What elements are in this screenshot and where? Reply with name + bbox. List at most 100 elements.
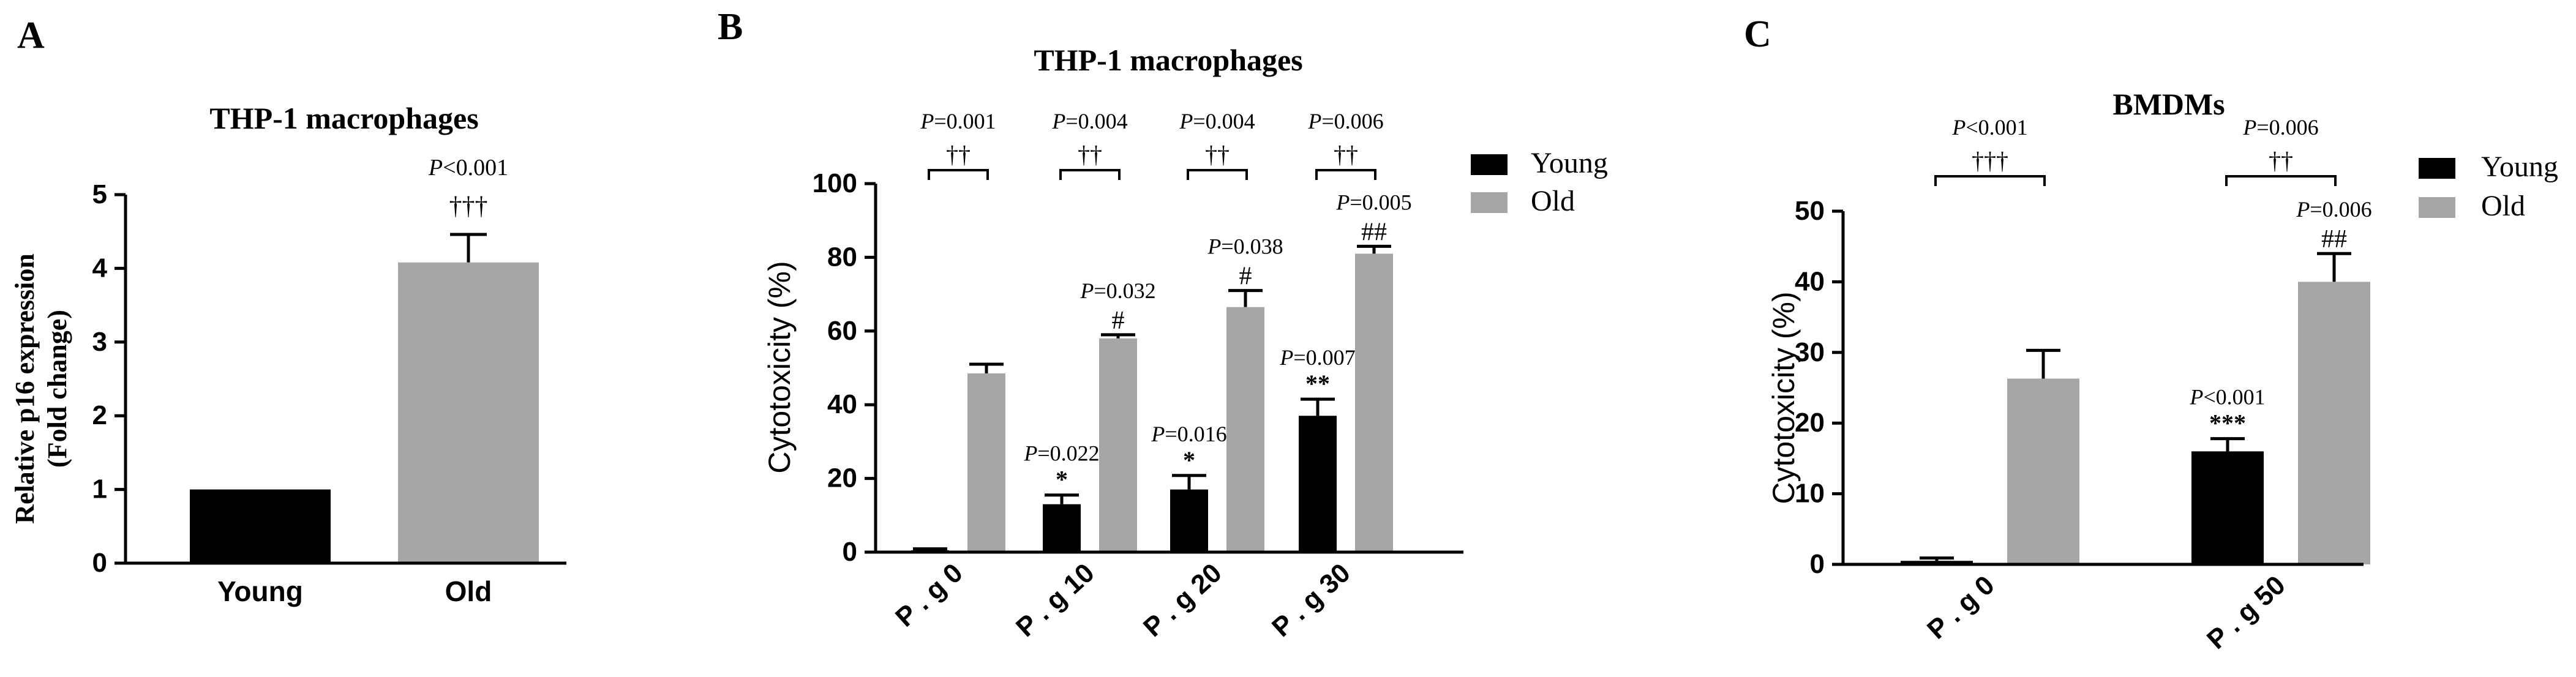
panel-b-bracket-p-value: P=0.001	[920, 109, 996, 133]
panel-b-title: THP-1 macrophages	[1034, 43, 1302, 77]
panel-c-bar-old	[2298, 282, 2370, 564]
panel-c-error-bar	[1920, 556, 1954, 561]
panel-b-ytick-label: 40	[827, 389, 857, 419]
panel-b-xtick-label: P . g 10	[1010, 558, 1100, 643]
panel-a-bar-old	[398, 262, 539, 563]
panel-b-young-significance: *	[1056, 466, 1068, 493]
panel-a-error-bar	[450, 233, 487, 263]
panel-c-ytick-label: 40	[1795, 266, 1825, 296]
panel-a: A THP-1 macrophages Relative p16 express…	[10, 15, 566, 607]
panel-b-bracket	[928, 169, 989, 180]
panel-b-error-bar	[1301, 397, 1335, 416]
panel-a-xtick-label: Old	[445, 575, 492, 607]
panel-b-legend-swatch-young	[1471, 154, 1508, 175]
panel-a-ylabel-line2: (Fold change)	[42, 310, 72, 468]
panel-c-ytick-label: 50	[1795, 196, 1825, 226]
panel-c-title: BMDMs	[2112, 87, 2225, 121]
panel-b-ytick-label: 80	[827, 242, 857, 272]
panel-b-label: B	[718, 6, 743, 48]
panel-c-bar-old	[2007, 378, 2079, 564]
panel-b-ylabel: Cytotoxicity (%)	[762, 261, 797, 473]
panel-a-ytick-label: 1	[92, 474, 107, 504]
panel-b-bracket-p-value: P=0.004	[1051, 109, 1127, 133]
panel-b-ytick-label: 20	[827, 463, 857, 493]
panel-b-xtick-label: P . g 0	[890, 558, 969, 633]
panel-c-bar-young	[2191, 451, 2264, 564]
panel-b-young-p-value: P=0.007	[1279, 345, 1355, 370]
panel-b-old-p-value: P=0.038	[1207, 234, 1283, 259]
panel-c: C BMDMs Cytotoxicity (%) 0 10 20 30 40 50 P .…	[1744, 13, 2558, 655]
panel-b-old-p-value: P=0.032	[1080, 279, 1155, 303]
panel-b-bar-old	[1226, 307, 1264, 552]
panel-c-bracket	[2225, 175, 2337, 186]
panel-b-bar-young	[1043, 504, 1081, 552]
panel-b-error-bar	[969, 362, 1004, 374]
panel-c-ytick-label: 0	[1810, 549, 1825, 579]
panel-b: B THP-1 macrophages Cytotoxicity (%) 0 20…	[718, 6, 1608, 643]
panel-b-bracket	[1187, 169, 1248, 180]
panel-b-ytick-label: 60	[827, 316, 857, 346]
panel-b-error-bar	[1045, 493, 1079, 504]
panel-b-ytick-label: 0	[843, 537, 857, 567]
panel-a-ytick-label: 3	[92, 327, 107, 357]
panel-c-old-significance: ##	[2321, 225, 2347, 253]
panel-b-legend-swatch-old	[1471, 192, 1508, 213]
panel-c-bar-young	[1901, 561, 1973, 564]
panel-b-error-bar	[913, 547, 947, 551]
panel-a-title: THP-1 macrophages	[209, 101, 478, 135]
panel-a-ylabel-line1: Relative p16 expression	[10, 253, 40, 524]
panel-b-bar-old	[967, 373, 1005, 552]
panel-c-ytick-label: 10	[1795, 479, 1825, 509]
panel-c-error-bar	[2026, 348, 2060, 379]
panel-b-bracket	[1315, 169, 1376, 180]
panel-b-old-significance: #	[1239, 263, 1252, 291]
panel-b-young-p-value: P=0.016	[1151, 422, 1226, 446]
panel-c-xtick-label: P . g 0	[1921, 570, 2000, 645]
panel-a-label: A	[17, 15, 45, 56]
panel-b-bracket-significance: ††	[1334, 141, 1358, 168]
panel-a-bar-young	[190, 489, 331, 563]
panel-c-bracket-significance: ††	[2269, 147, 2293, 174]
panel-c-error-bar	[2317, 252, 2351, 282]
panel-b-bar-old	[1355, 253, 1393, 552]
panel-c-error-bar	[2210, 437, 2245, 452]
panel-c-bracket	[1934, 175, 2046, 186]
panel-b-old-significance: ##	[1361, 218, 1387, 246]
panel-b-bracket-p-value: P=0.004	[1179, 109, 1255, 133]
panel-b-bar-young	[1299, 416, 1337, 552]
panel-b-xtick-label: P . g 20	[1138, 558, 1228, 643]
panel-c-bracket-p-value: P=0.006	[2242, 115, 2318, 140]
panel-b-young-significance: **	[1305, 370, 1330, 397]
panel-b-xtick-label: P . g 30	[1266, 558, 1356, 643]
panel-b-old-significance: #	[1112, 307, 1125, 335]
panel-c-young-p-value: P<0.001	[2189, 385, 2265, 410]
panel-c-bracket-significance: †††	[1972, 147, 2008, 174]
panel-b-bracket	[1059, 169, 1121, 180]
panel-c-old-p-value: P=0.006	[2296, 197, 2371, 222]
panel-c-legend-swatch-old	[2419, 197, 2455, 218]
panel-c-legend-young: Young	[2481, 151, 2558, 183]
panel-a-ytick-label: 2	[92, 400, 107, 430]
panel-c-ylabel: Cytotoxicity (%)	[1767, 291, 1801, 504]
panel-a-p-value: P<0.001	[428, 155, 508, 181]
panel-b-bracket-significance: ††	[1205, 141, 1230, 168]
panel-b-error-bar	[1357, 244, 1391, 254]
panel-c-legend-swatch-young	[2419, 158, 2455, 179]
panel-b-bar-young	[1170, 489, 1208, 552]
panel-a-xtick-label: Young	[217, 575, 303, 607]
panel-c-ytick-label: 20	[1795, 408, 1825, 438]
panel-b-bracket-p-value: P=0.006	[1307, 109, 1383, 133]
panel-b-error-bar	[1228, 289, 1263, 307]
panel-c-ytick-label: 30	[1795, 337, 1825, 367]
panel-b-bar-old	[1099, 338, 1137, 552]
panel-b-ytick-label: 100	[813, 168, 857, 198]
panel-b-legend-old: Old	[1531, 185, 1575, 217]
panel-b-legend-young: Young	[1531, 147, 1608, 179]
panel-b-error-bar	[1101, 333, 1135, 338]
panel-c-bracket-p-value: P<0.001	[1951, 115, 2027, 140]
panel-b-young-significance: *	[1183, 446, 1195, 474]
panel-b-bracket-significance: ††	[1078, 141, 1102, 168]
panel-a-ytick-label: 5	[92, 179, 107, 209]
panel-b-old-p-value: P=0.005	[1335, 190, 1411, 214]
panel-c-xtick-label: P . g 50	[2201, 570, 2291, 655]
